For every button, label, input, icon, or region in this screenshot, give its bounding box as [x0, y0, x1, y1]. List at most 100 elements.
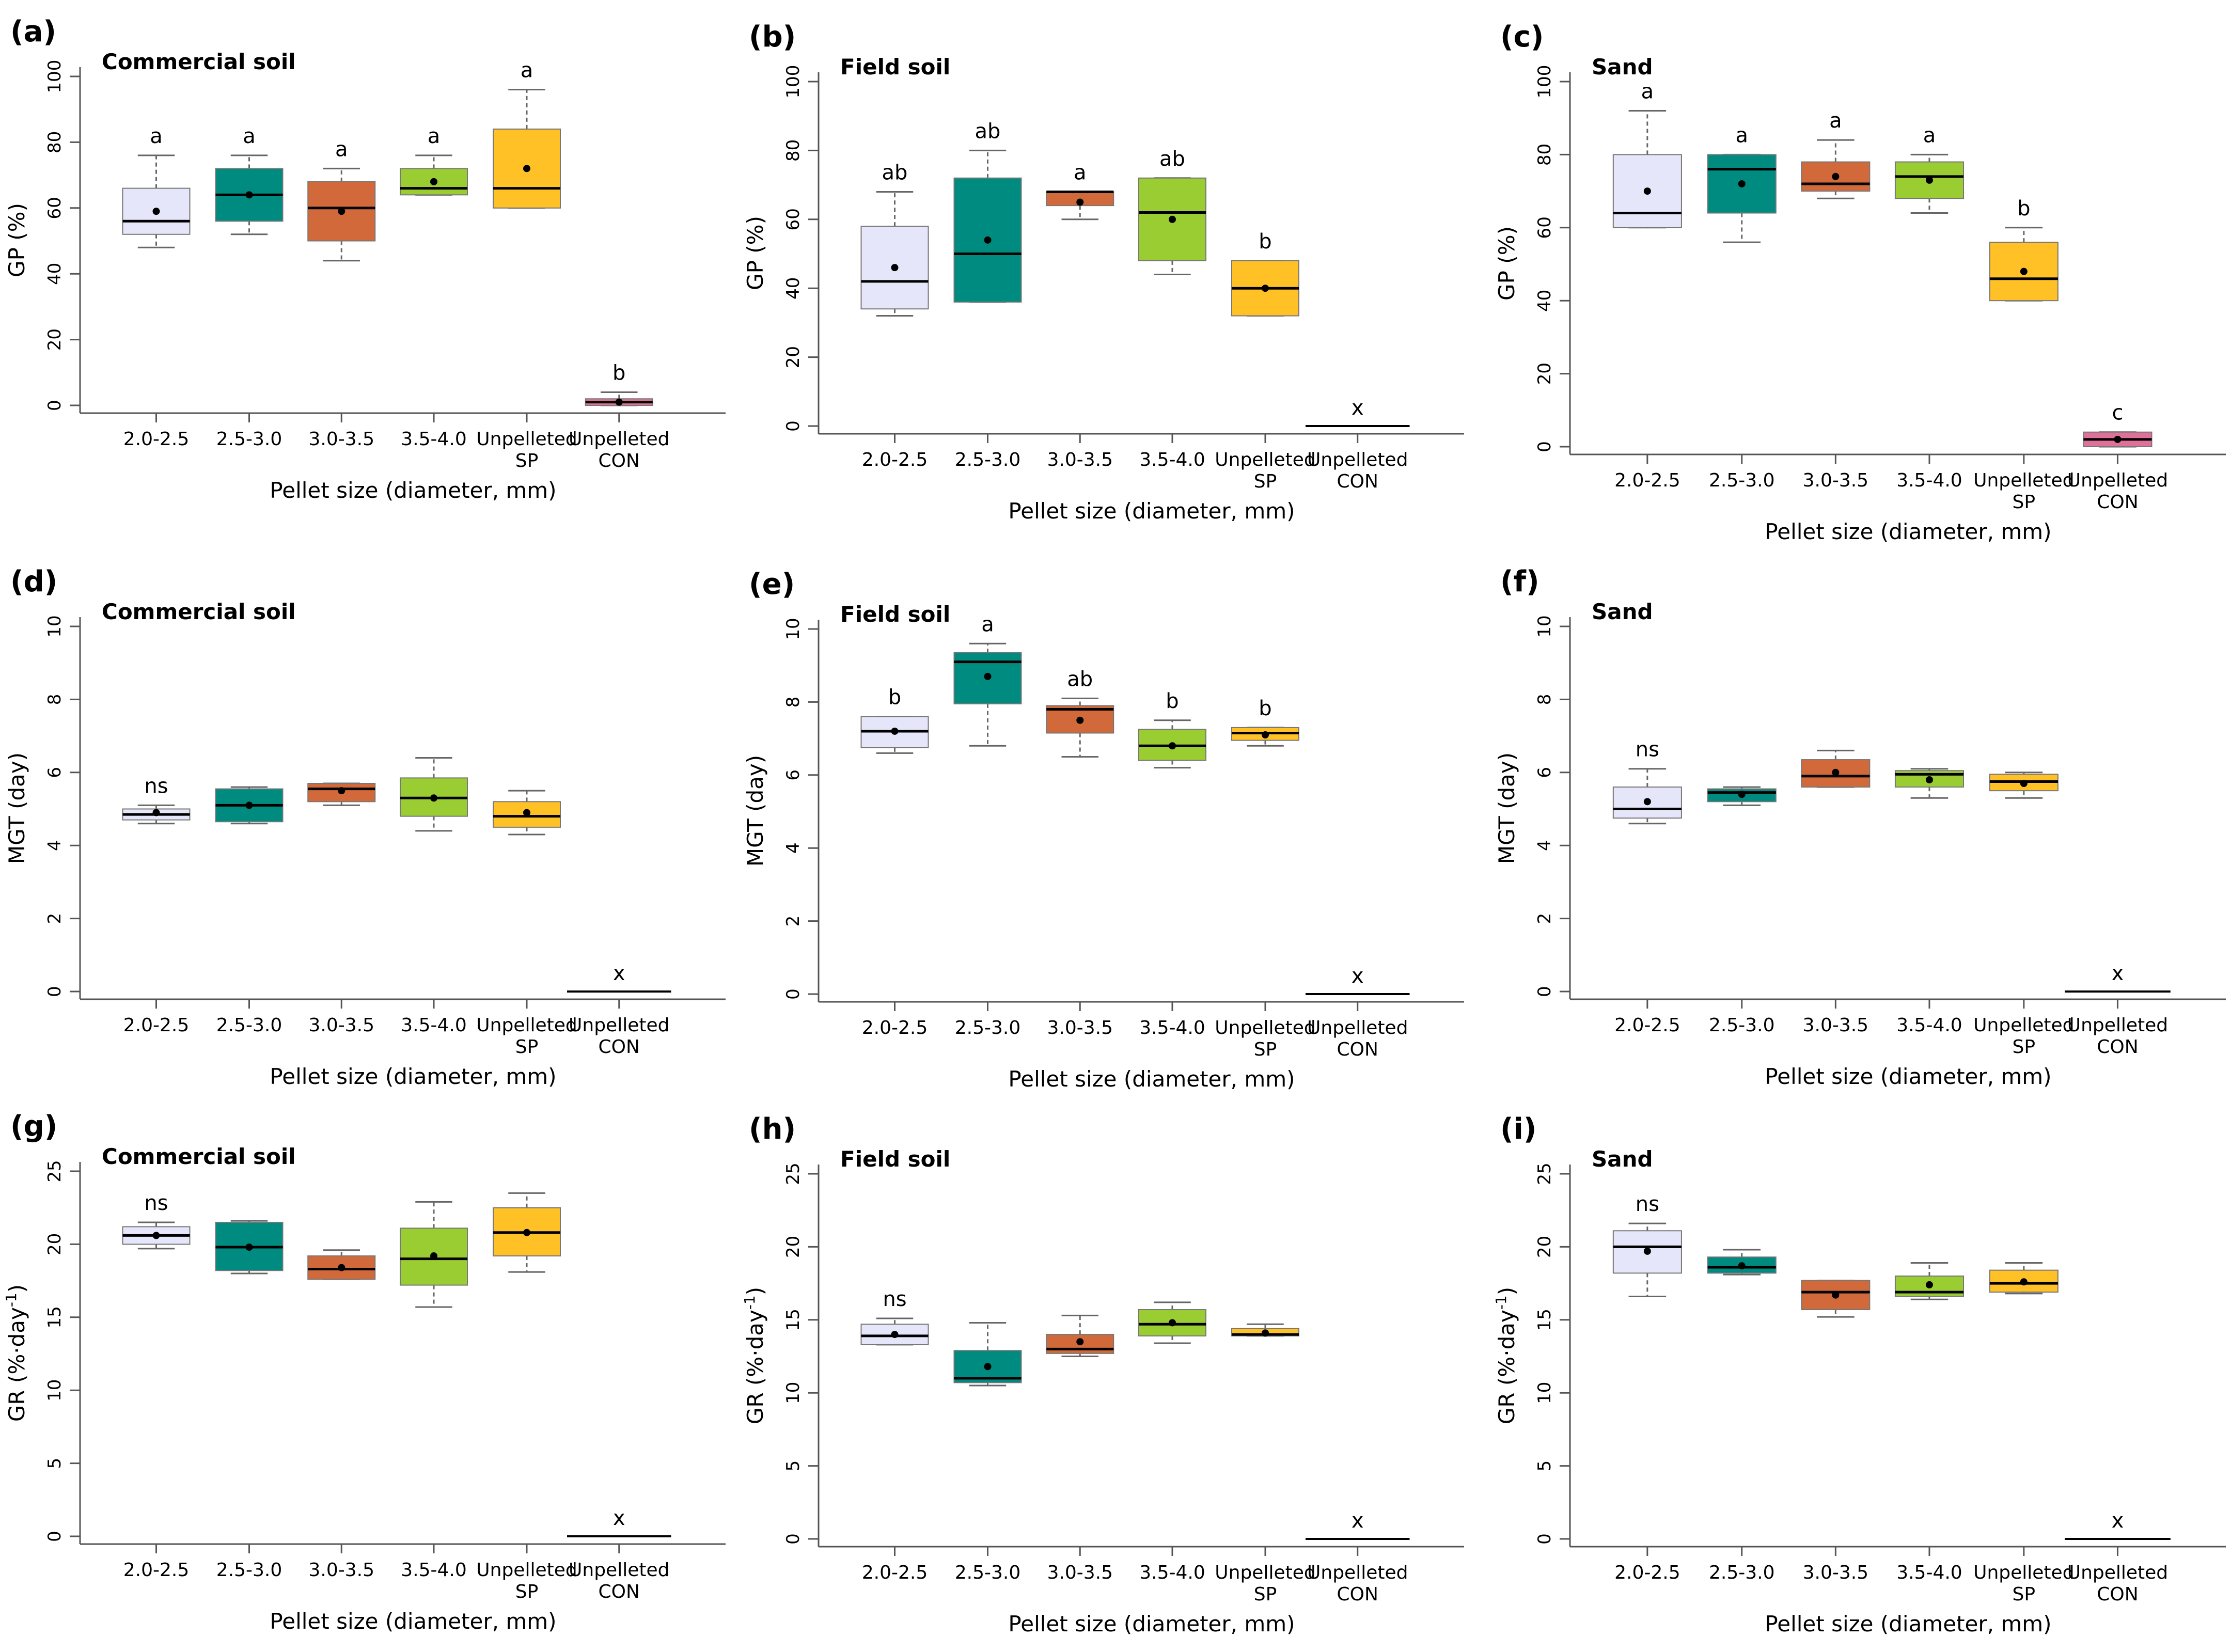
x-tick-label-line: Unpelleted: [1215, 1017, 1315, 1039]
y-tick-label: 15: [1534, 1309, 1555, 1331]
y-tick-label: 0: [1534, 1533, 1555, 1545]
x-tick-label: Unpelleted CON: [569, 1560, 669, 1602]
y-tick-label: 5: [44, 1458, 65, 1469]
x-tick-label: 2.5-3.0: [955, 1562, 1021, 1583]
box-6: x: [1306, 964, 1410, 995]
y-tick-label: 2: [1534, 913, 1555, 924]
x-axis-title: Pellet size (diameter, mm): [270, 1064, 556, 1089]
box-3: [307, 1249, 376, 1280]
x-tick-label-line: 3.0-3.5: [309, 429, 375, 450]
mean-point: [615, 398, 623, 406]
x-tick-label: 3.5-4.0: [1896, 1015, 1962, 1036]
x-tick-label-line: 3.5-4.0: [401, 1560, 467, 1581]
box-5: [1989, 772, 2059, 799]
panel-i: 0 5 10 15 20 25 2.0-2.5 2.5-3.0 3.0-3.5 3.5-4.0 Un…: [1492, 1112, 2226, 1637]
mean-point: [891, 1331, 899, 1339]
mean-point: [984, 236, 992, 244]
significance-letter: x: [1352, 964, 1364, 988]
y-tick-label: 100: [44, 60, 65, 93]
y-axis-title-end: ): [743, 1287, 768, 1295]
significance-letter: a: [150, 124, 163, 148]
box-3: a: [1046, 161, 1114, 221]
x-tick-label-line: 3.0-3.5: [309, 1015, 375, 1036]
significance-letter: ns: [883, 1287, 906, 1311]
mean-point: [1738, 791, 1746, 798]
significance-letter: a: [335, 137, 348, 161]
panel-label: (f): [1500, 565, 1539, 599]
x-tick-label-line: 3.0-3.5: [1803, 470, 1869, 491]
x-tick-label: 2.5-3.0: [216, 429, 282, 450]
mean-point: [430, 1252, 437, 1260]
x-tick-label: 2.5-3.0: [216, 1560, 282, 1581]
x-tick-label: 2.5-3.0: [1709, 1015, 1775, 1036]
y-tick-label: 20: [1534, 1236, 1555, 1258]
y-axis-title: GR (%·day-1): [1492, 1287, 1519, 1424]
mean-point: [1076, 198, 1084, 206]
significance-letter: b: [1166, 689, 1179, 713]
x-tick-label: Unpelleted SP: [1973, 1562, 2074, 1605]
x-tick-label: 2.5-3.0: [1709, 1562, 1775, 1583]
x-tick-label-line: Unpelleted: [1973, 1015, 2074, 1036]
mean-point: [2020, 268, 2028, 275]
x-tick-label-line: Unpelleted: [569, 1560, 669, 1581]
x-tick-label-line: Unpelleted: [2067, 1562, 2168, 1583]
x-tick-label-line: 2.5-3.0: [216, 429, 282, 450]
x-tick-label-line: SP: [1254, 1584, 1277, 1605]
box-6: x: [2065, 962, 2171, 993]
mean-point: [430, 794, 437, 802]
y-axis-title-superscript: -1: [3, 1293, 20, 1307]
x-tick-label-line: CON: [1337, 471, 1378, 492]
significance-letter: b: [612, 361, 625, 385]
y-tick-label: 6: [1534, 767, 1555, 778]
box-5: [1989, 1262, 2059, 1295]
x-tick-label: 3.0-3.5: [1047, 1562, 1113, 1583]
box-3: [1801, 1279, 1871, 1318]
x-tick-label-line: 2.0-2.5: [862, 1562, 928, 1583]
x-tick-label: Unpelleted SP: [476, 429, 577, 471]
x-tick-label-line: CON: [1337, 1039, 1378, 1060]
mean-point: [1643, 1247, 1651, 1255]
x-axis-title: Pellet size (diameter, mm): [1765, 1064, 2051, 1089]
y-tick-label: 25: [783, 1162, 804, 1185]
box-2: [215, 786, 284, 825]
panel-label: (e): [749, 568, 795, 601]
x-tick-label: Unpelleted SP: [1973, 470, 2074, 513]
significance-letter: c: [2112, 401, 2123, 425]
x-tick-label-line: 2.5-3.0: [216, 1015, 282, 1036]
x-tick-label: 3.0-3.5: [1803, 470, 1869, 491]
y-tick-label: 8: [1534, 694, 1555, 705]
x-tick-label-line: 3.0-3.5: [309, 1560, 375, 1581]
significance-letter: a: [1829, 109, 1842, 133]
x-tick-label: Unpelleted CON: [2067, 1015, 2168, 1058]
x-tick-label: Unpelleted CON: [1307, 1562, 1408, 1605]
significance-letter: a: [243, 124, 256, 148]
box-3: a: [307, 137, 376, 262]
x-tick-label-line: 3.0-3.5: [1047, 1017, 1113, 1039]
box-3: [1801, 749, 1871, 788]
significance-letter: x: [613, 1506, 625, 1530]
mean-point: [1925, 776, 1933, 783]
y-tick-label: 5: [783, 1460, 804, 1472]
x-tick-label: 3.0-3.5: [1803, 1015, 1869, 1036]
significance-letter: ns: [144, 774, 168, 798]
box-5: [493, 1192, 561, 1273]
panel-title: Sand: [1592, 599, 1653, 624]
x-tick-label-line: SP: [515, 1581, 539, 1602]
mean-point: [338, 208, 345, 215]
x-tick-label-line: 2.5-3.0: [216, 1560, 282, 1581]
significance-letter: a: [1923, 123, 1936, 147]
x-tick-label-line: SP: [515, 450, 539, 471]
x-tick-label-line: CON: [2097, 1584, 2138, 1605]
y-tick-label: 0: [783, 1533, 804, 1545]
x-tick-label: 3.0-3.5: [1803, 1562, 1869, 1583]
x-tick-label: 2.0-2.5: [1614, 1015, 1680, 1036]
significance-letter: a: [428, 124, 441, 148]
y-axis-title-text: GP (%): [743, 216, 768, 290]
x-tick-label: 2.5-3.0: [216, 1015, 282, 1036]
box-2: [215, 1220, 284, 1275]
x-tick-label: 2.0-2.5: [1614, 1562, 1680, 1583]
x-tick-label: 2.0-2.5: [1614, 470, 1680, 491]
x-tick-label-line: CON: [2097, 492, 2138, 513]
mean-point: [1925, 176, 1933, 184]
x-tick-label: 3.5-4.0: [1896, 470, 1962, 491]
